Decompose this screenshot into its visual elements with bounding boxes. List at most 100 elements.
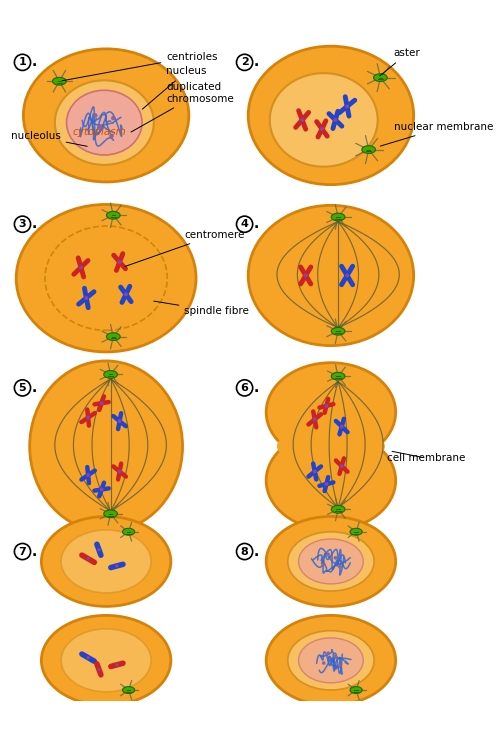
Circle shape [304,274,308,277]
Circle shape [124,292,128,297]
Ellipse shape [61,530,151,593]
Circle shape [326,652,330,655]
Text: nucleus: nucleus [142,66,207,109]
Ellipse shape [266,615,396,706]
Circle shape [345,274,349,277]
Ellipse shape [266,362,396,462]
Text: .: . [254,381,259,395]
Circle shape [326,553,330,556]
Polygon shape [122,686,134,694]
Circle shape [118,469,122,474]
Circle shape [79,266,83,269]
Circle shape [111,116,116,120]
Circle shape [93,113,98,117]
Ellipse shape [266,431,396,530]
Polygon shape [374,74,388,81]
Polygon shape [362,145,376,154]
Text: aster: aster [380,49,420,76]
Text: .: . [32,545,36,559]
Circle shape [84,296,88,300]
Ellipse shape [298,539,364,584]
Circle shape [334,655,337,658]
Circle shape [86,656,90,659]
Circle shape [322,562,326,566]
Ellipse shape [30,361,182,532]
Polygon shape [106,333,120,340]
Text: .: . [32,55,36,69]
Text: centromere: centromere [125,230,244,266]
Circle shape [100,401,103,405]
Ellipse shape [42,615,171,706]
Circle shape [86,473,90,477]
Ellipse shape [16,204,196,352]
Polygon shape [52,77,66,85]
Polygon shape [350,686,362,694]
Circle shape [340,464,344,468]
Circle shape [14,216,30,232]
Ellipse shape [248,205,414,345]
Text: .: . [32,381,36,395]
Text: centrioles: centrioles [62,52,218,80]
Circle shape [236,543,252,559]
Circle shape [14,380,30,396]
Polygon shape [122,528,134,535]
Text: 8: 8 [240,547,248,556]
Polygon shape [332,328,345,335]
Circle shape [100,488,103,492]
Circle shape [86,415,90,419]
Ellipse shape [270,73,378,167]
Circle shape [313,418,316,421]
Polygon shape [332,506,345,513]
Text: 3: 3 [18,219,26,230]
Text: spindle fibre: spindle fibre [154,301,249,317]
Circle shape [98,668,100,671]
Circle shape [320,127,324,131]
Ellipse shape [42,517,171,607]
Circle shape [338,565,342,569]
Polygon shape [106,211,120,219]
Ellipse shape [266,517,396,607]
Circle shape [98,125,102,129]
Circle shape [324,404,328,408]
Text: cell membrane: cell membrane [386,452,465,463]
Polygon shape [332,373,345,380]
Circle shape [14,55,30,70]
Ellipse shape [277,427,385,466]
Circle shape [236,55,252,70]
Circle shape [98,548,100,551]
Circle shape [116,663,118,666]
Circle shape [338,664,342,668]
Ellipse shape [24,49,189,182]
Circle shape [86,557,90,560]
Circle shape [313,469,316,474]
Text: nucleolus: nucleolus [11,131,87,146]
Text: 1: 1 [18,58,26,67]
Circle shape [118,260,122,264]
Polygon shape [350,528,362,535]
Circle shape [118,419,122,423]
Text: nuclear membrane: nuclear membrane [380,122,493,146]
Polygon shape [332,213,345,221]
Circle shape [334,556,337,559]
Circle shape [14,543,30,559]
Circle shape [345,105,349,108]
Text: .: . [254,217,259,231]
Ellipse shape [288,631,374,690]
Text: 6: 6 [240,383,248,393]
Circle shape [236,380,252,396]
Ellipse shape [248,46,414,184]
Polygon shape [104,510,118,517]
Circle shape [322,661,326,665]
Text: 5: 5 [18,383,26,393]
Text: .: . [254,55,259,69]
Ellipse shape [298,638,364,683]
Text: .: . [254,545,259,559]
Circle shape [300,118,304,122]
Polygon shape [104,370,118,379]
Ellipse shape [288,532,374,591]
Circle shape [110,134,114,138]
Text: 4: 4 [240,219,248,230]
Ellipse shape [55,80,154,165]
Circle shape [236,216,252,232]
Text: cytoplasm: cytoplasm [72,127,126,137]
